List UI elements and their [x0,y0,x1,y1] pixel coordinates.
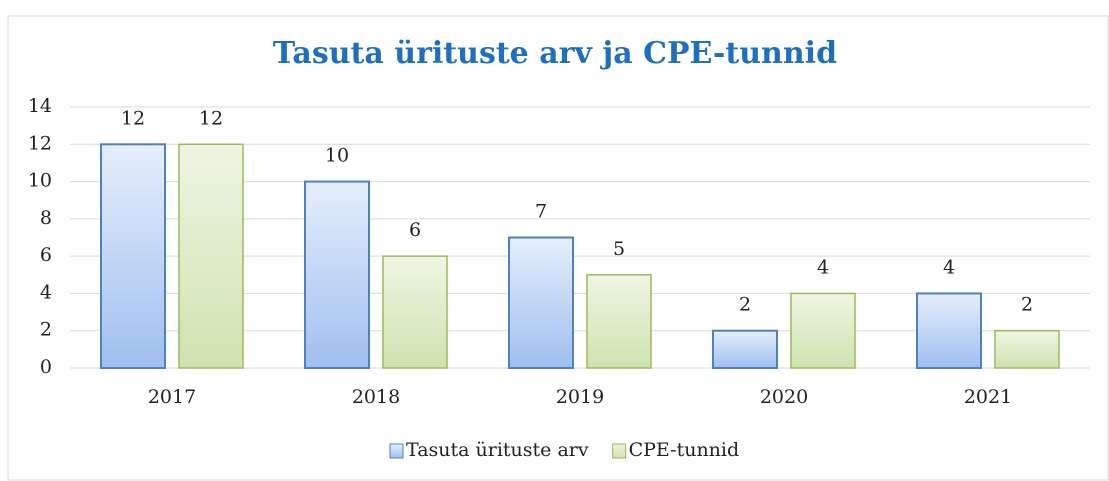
y-tick-label: 10 [28,170,52,192]
data-label: 7 [535,201,547,223]
x-tick-label: 2021 [964,386,1012,408]
data-label: 6 [409,219,421,241]
x-tick-label: 2020 [760,386,808,408]
legend-label: CPE-tunnid [629,439,740,461]
legend-swatch [612,443,627,459]
bar [382,255,448,369]
data-label: 4 [943,256,955,278]
data-label: 12 [121,107,145,129]
legend-swatch [389,443,404,459]
data-label: 10 [325,145,349,167]
bar [916,292,982,369]
bar [586,274,652,369]
data-label: 5 [613,238,625,260]
legend-label: Tasuta ürituste arv [406,439,589,461]
data-label: 2 [739,294,751,316]
data-label: 4 [817,256,829,278]
y-tick-label: 14 [28,95,52,117]
y-tick-label: 0 [40,356,52,378]
y-tick-label: 4 [40,281,52,303]
bar [304,180,370,369]
y-tick-label: 8 [40,207,52,229]
chart-title: Tasuta ürituste arv ja CPE-tunnid [273,36,837,71]
x-tick-label: 2017 [148,386,196,408]
data-label: 2 [1021,294,1033,316]
bar [994,329,1060,369]
bar [712,329,778,370]
x-tick-label: 2019 [556,386,604,408]
bar [508,236,574,369]
bar [790,292,856,369]
data-label: 12 [199,107,223,129]
y-tick-label: 6 [40,244,52,266]
bar [100,143,166,369]
y-tick-label: 12 [28,132,52,154]
y-tick-label: 2 [40,319,52,341]
bar [178,143,244,369]
x-tick-label: 2018 [352,386,400,408]
